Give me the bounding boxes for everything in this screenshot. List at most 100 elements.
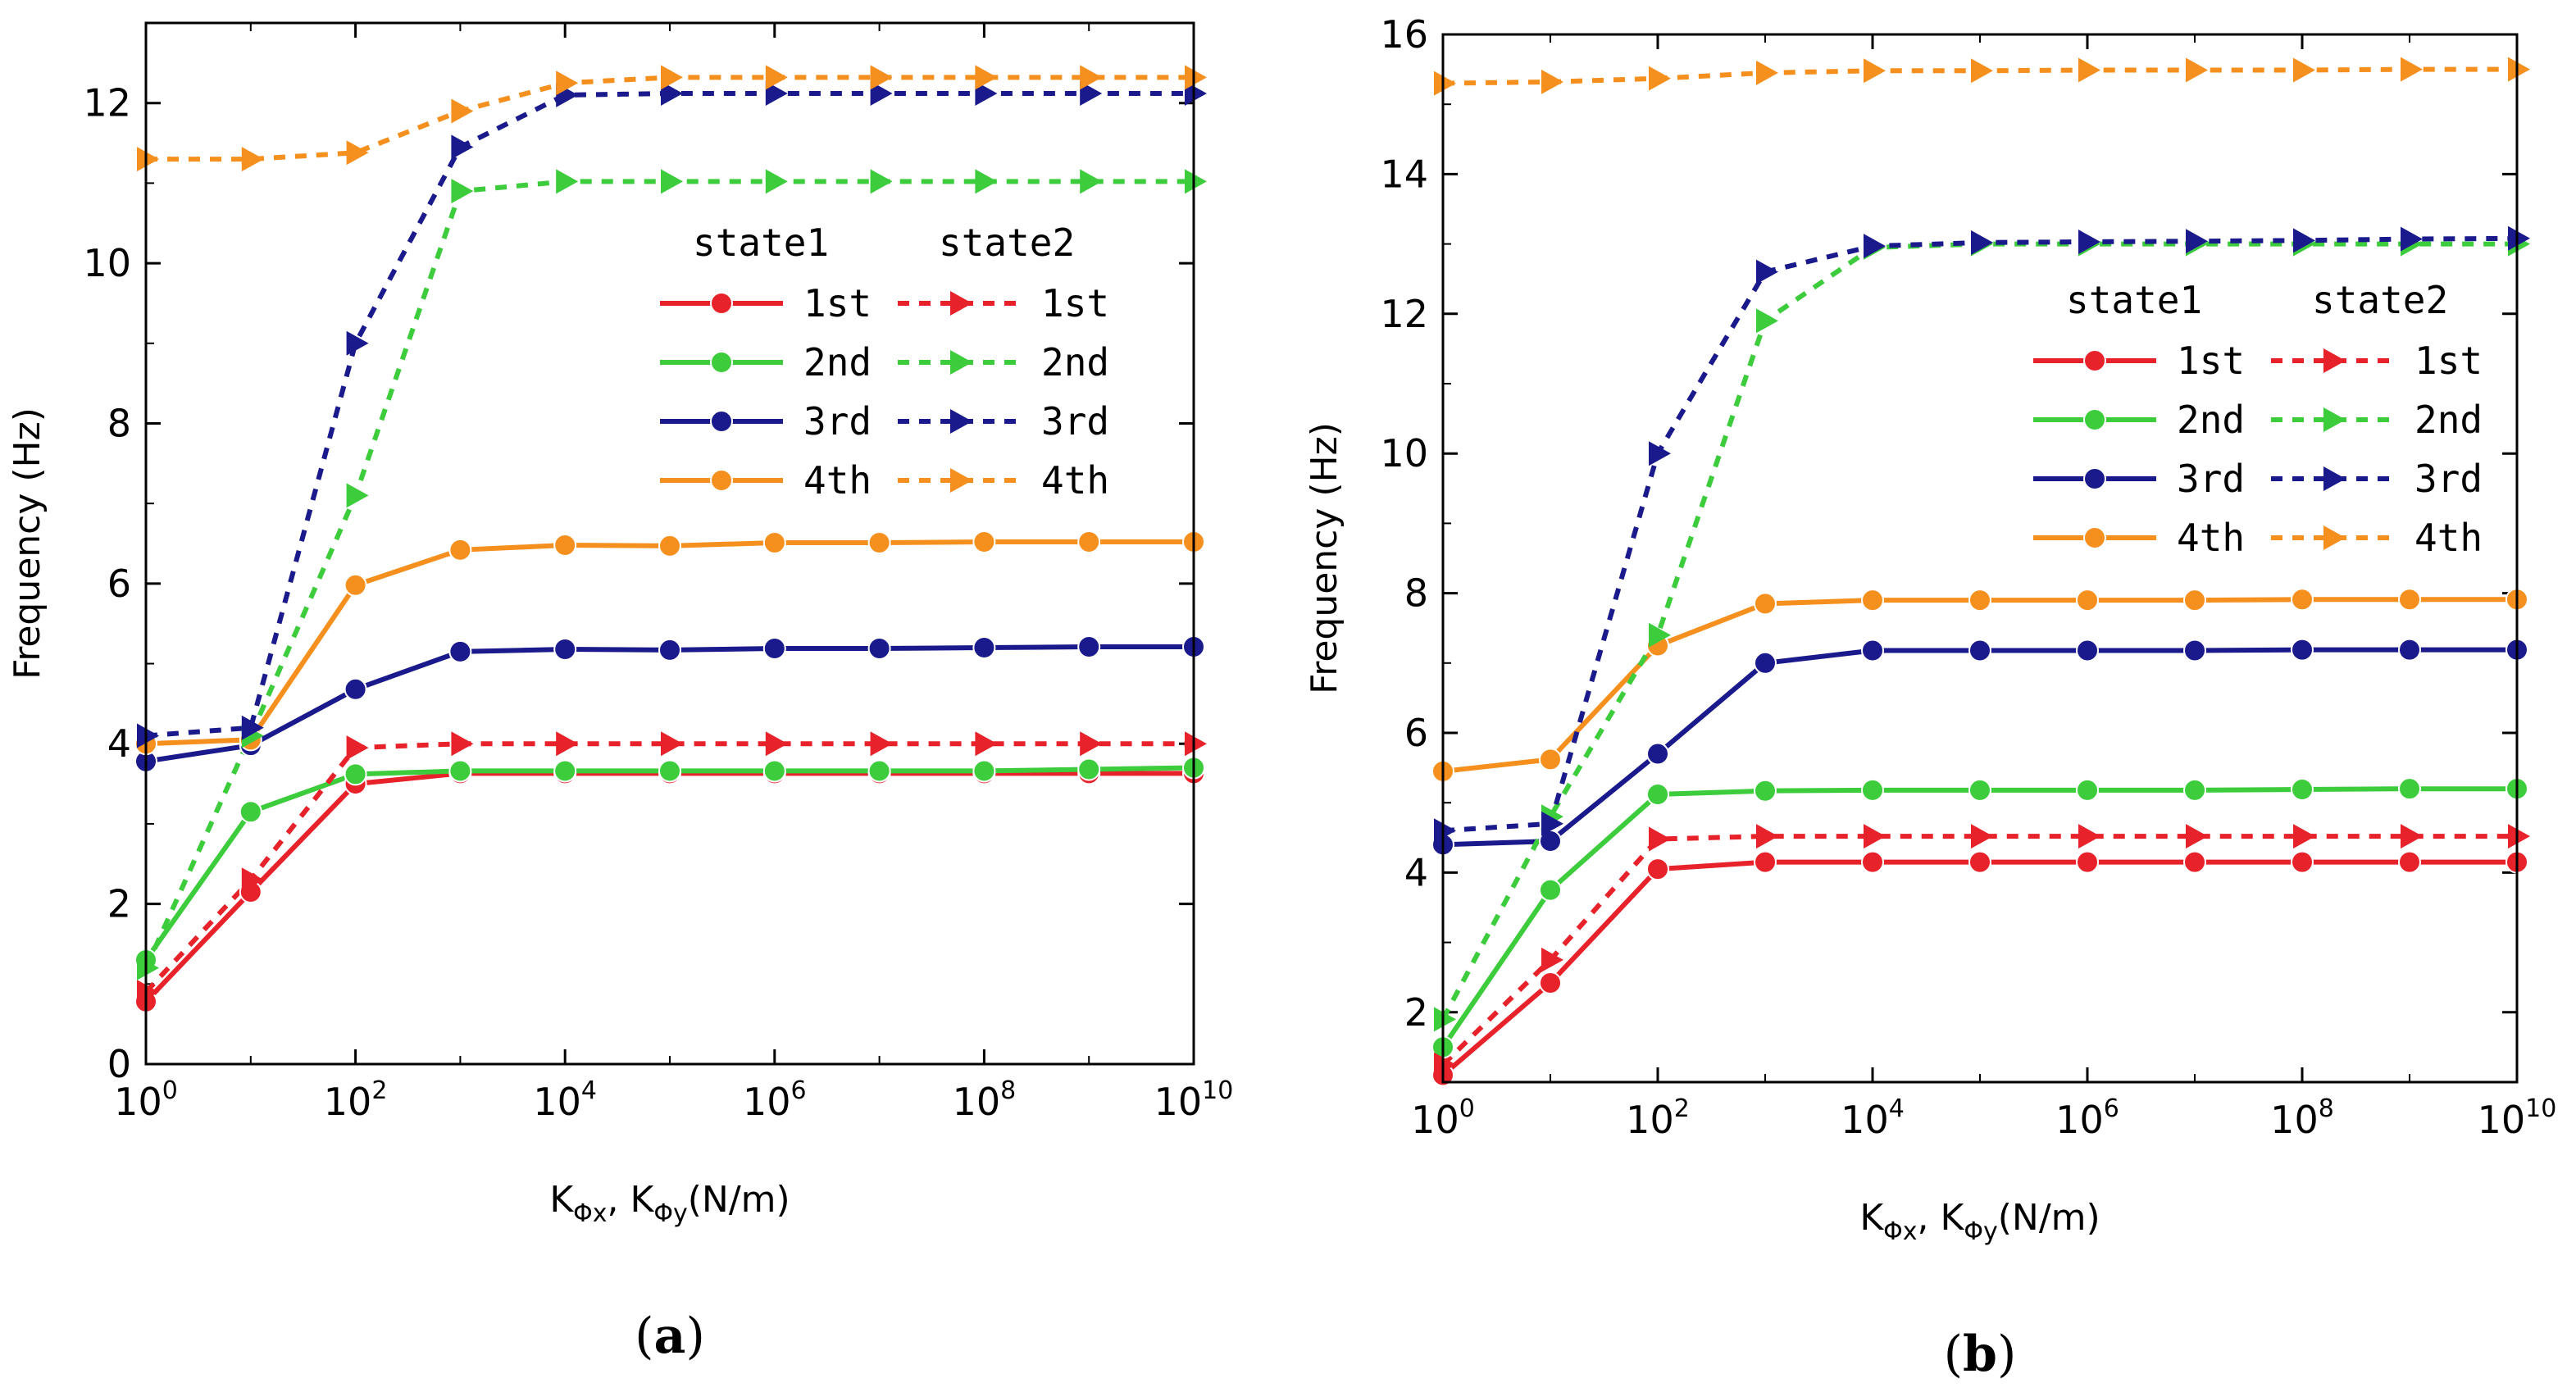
data-point — [2078, 57, 2100, 83]
x-tick-label: 108 — [953, 1076, 1017, 1124]
series-line — [1440, 786, 2517, 1049]
series-line — [1440, 834, 2517, 1067]
data-point — [2186, 229, 2208, 254]
y-tick-label: 4 — [107, 721, 131, 766]
legend-marker-state2 — [950, 350, 972, 375]
legend-label-state2: 3rd — [2414, 457, 2483, 501]
data-point — [762, 759, 786, 783]
data-point — [2183, 850, 2206, 874]
data-point — [241, 147, 264, 172]
y-tick-label: 10 — [83, 241, 131, 285]
data-point — [765, 80, 788, 106]
data-point — [1968, 850, 1991, 874]
data-point — [2076, 850, 2099, 874]
data-point — [1754, 651, 1777, 675]
y-tick-label: 12 — [83, 81, 131, 125]
data-point — [661, 169, 683, 194]
data-point — [2291, 850, 2314, 874]
data-point — [975, 731, 998, 757]
plot-frame — [1441, 33, 2519, 1084]
y-tick-label: 8 — [1404, 571, 1428, 616]
data-point — [553, 637, 577, 661]
data-point — [1754, 850, 1777, 874]
data-point — [137, 723, 159, 748]
legend: state1 state2 1st 1st 2nd 2nd 3rd 3rd 4th 4th — [2033, 278, 2483, 560]
legend-label-state2: 4th — [1041, 458, 1109, 503]
legend-marker-state1 — [2083, 526, 2106, 549]
data-point — [2076, 639, 2099, 662]
data-point — [1968, 778, 1991, 802]
legend-marker-state2 — [2323, 348, 2346, 373]
data-point — [239, 800, 262, 824]
legend-label-state1: 3rd — [2177, 457, 2245, 501]
data-point — [137, 980, 159, 1005]
data-point — [658, 759, 681, 783]
data-point — [241, 715, 264, 740]
data-point — [867, 759, 891, 783]
legend-header-state2: state2 — [2312, 278, 2448, 322]
data-point — [2078, 230, 2100, 255]
data-point — [556, 169, 579, 194]
data-point — [1434, 1052, 1456, 1077]
data-point — [1185, 65, 1207, 90]
data-point — [2076, 589, 2099, 612]
data-point — [1646, 742, 1669, 766]
data-point — [975, 169, 998, 194]
data-point — [1864, 234, 1886, 259]
data-point — [451, 98, 474, 124]
y-tick-label: 0 — [107, 1042, 131, 1086]
legend-label-state2: 1st — [1041, 281, 1109, 325]
data-point — [2398, 850, 2421, 874]
legend-label-state1: 4th — [803, 458, 872, 503]
data-point — [972, 530, 996, 554]
data-point — [1185, 80, 1207, 106]
y-tick-label: 2 — [1404, 990, 1428, 1035]
data-point — [762, 531, 786, 555]
data-point — [658, 534, 681, 557]
data-point — [1080, 65, 1103, 90]
data-point — [1541, 69, 1563, 94]
legend-marker-state2 — [950, 409, 972, 434]
x-tick-label: 100 — [114, 1076, 178, 1124]
y-axis-label: Frequency (Hz) — [1304, 422, 1345, 694]
data-point — [2508, 57, 2530, 82]
data-point — [346, 483, 369, 508]
data-point — [2078, 824, 2100, 849]
series-line — [1441, 859, 2517, 1077]
data-point — [2293, 57, 2315, 83]
data-point — [765, 169, 788, 194]
data-point — [765, 65, 788, 90]
data-point — [870, 169, 893, 194]
data-point — [661, 731, 683, 757]
data-point — [346, 330, 369, 356]
chart-panel-b: 2 4 6 8 10 12 14 16 100 102 104 106 108 1010 Frequency… — [1304, 12, 2556, 1383]
data-point — [867, 636, 891, 660]
legend-marker-state1 — [710, 292, 733, 315]
y-tick-label: 10 — [1380, 431, 1428, 475]
panel-label: (b) — [1944, 1326, 2017, 1383]
data-point — [556, 731, 579, 757]
data-point — [870, 65, 893, 90]
chart-panel-a: 0 2 4 6 8 10 12 100 102 104 106 108 1010 Frequency (H… — [7, 21, 1233, 1365]
data-point — [1646, 782, 1669, 806]
data-point — [1185, 169, 1207, 194]
data-point — [556, 71, 579, 96]
y-tick-label: 8 — [107, 401, 131, 445]
x-tick-label: 106 — [743, 1076, 807, 1124]
data-point — [661, 80, 683, 106]
data-point — [448, 538, 472, 562]
series-line — [1442, 235, 2518, 834]
data-point — [451, 731, 474, 757]
data-point — [1754, 779, 1777, 803]
legend-header-state2: state2 — [939, 221, 1075, 265]
data-point — [1649, 441, 1671, 466]
data-point — [344, 573, 367, 597]
series-line — [143, 765, 1195, 962]
data-point — [137, 955, 159, 980]
plot-frame — [144, 21, 1195, 1066]
data-point — [2401, 226, 2423, 252]
y-tick-label: 6 — [1404, 711, 1428, 755]
legend-label-state1: 2nd — [2177, 398, 2245, 442]
data-point — [1754, 592, 1777, 616]
legend-marker-state2 — [950, 468, 972, 493]
